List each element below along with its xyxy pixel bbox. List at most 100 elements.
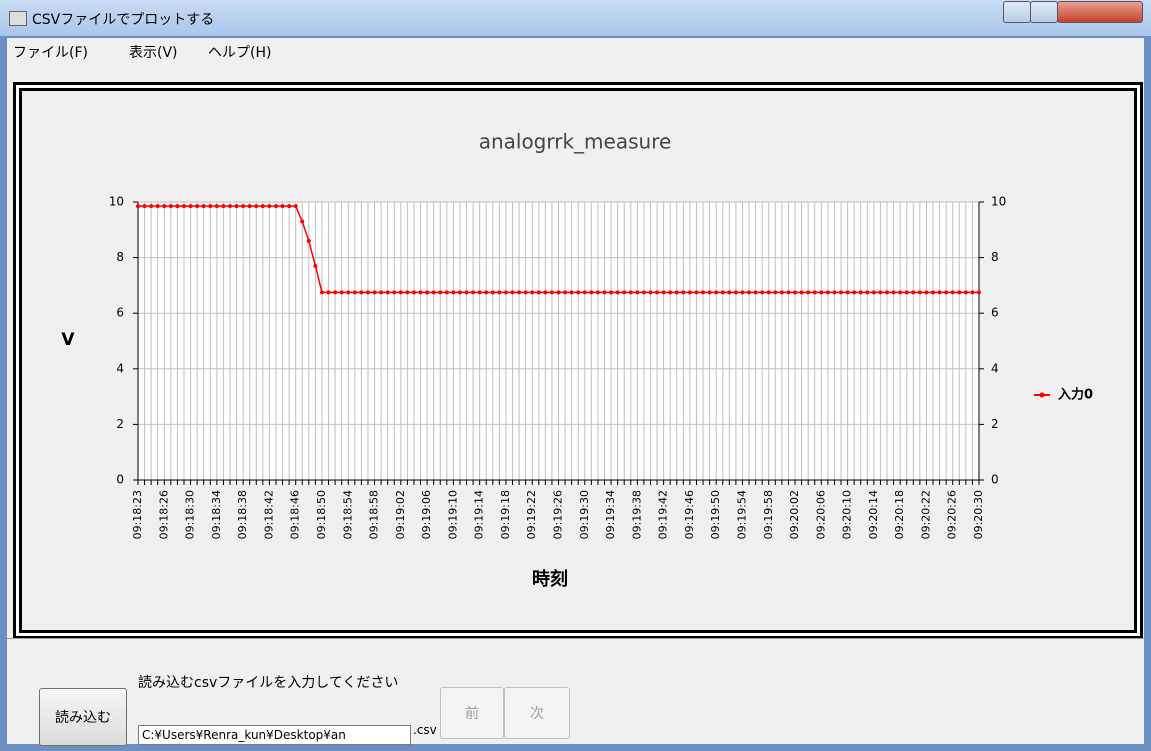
window-title: CSVファイルでプロットする [32,12,215,28]
data-point [418,290,423,295]
path-input[interactable]: C:¥Users¥Renra_kun¥Desktop¥an [138,725,411,745]
data-point [963,290,968,295]
data-point [280,204,285,209]
x-tick-label: 09:19:06 [420,490,433,539]
y2-tick-label: 8 [991,250,999,264]
data-point [273,204,278,209]
data-point [661,290,666,295]
data-point [339,290,344,295]
data-point [681,290,686,295]
load-button[interactable]: 読み込む [39,688,127,746]
data-point [365,290,370,295]
data-point [444,290,449,295]
data-point [398,290,403,295]
data-point [346,290,351,295]
title-bar: CSVファイルでプロットする [0,0,1151,36]
y-tick-label: 4 [116,361,124,375]
data-point [937,290,942,295]
data-point [201,204,206,209]
data-point [431,290,436,295]
x-tick-label: 09:20:22 [919,490,932,539]
x-tick-label: 09:20:26 [946,490,959,539]
x-tick-label: 09:18:34 [210,490,223,539]
data-point [306,238,311,243]
data-point [484,290,489,295]
data-point [648,290,653,295]
data-point [451,290,456,295]
x-tick-label: 09:20:18 [893,490,906,539]
data-point [411,290,416,295]
x-tick-label: 09:19:26 [552,490,565,539]
y-tick-label: 8 [116,250,124,264]
menu-item[interactable]: ファイル(F) [13,45,88,61]
x-tick-label: 09:20:10 [841,490,854,539]
x-tick-label: 09:19:10 [446,490,459,539]
data-point [615,290,620,295]
data-point [227,204,232,209]
data-point [957,290,962,295]
legend-marker [1039,392,1045,398]
data-point [517,290,522,295]
legend-label: 入力0 [1058,387,1093,403]
y-axis-label: V [61,330,75,350]
data-point [175,204,180,209]
data-point [595,290,600,295]
y2-tick-label: 0 [991,473,999,487]
prev-button[interactable]: 前 [440,687,504,739]
data-point [589,290,594,295]
y-tick-label: 0 [116,473,124,487]
data-point [214,204,219,209]
x-tick-label: 09:19:22 [525,490,538,539]
x-tick-label: 09:19:46 [683,490,696,539]
y-tick-label: 10 [109,195,124,209]
data-point [753,290,758,295]
x-tick-label: 09:20:02 [788,490,801,539]
data-point [352,290,357,295]
close-button[interactable] [1057,1,1143,23]
data-point [287,204,292,209]
data-point [799,290,804,295]
data-point [385,290,390,295]
data-point [655,290,660,295]
data-point [970,290,975,295]
x-tick-label: 09:18:30 [184,490,197,539]
data-point [379,290,384,295]
x-tick-label: 09:19:50 [709,490,722,539]
menu-item[interactable]: 表示(V) [129,45,178,61]
chart-title: analogrrk_measure [479,130,672,154]
data-point [425,290,430,295]
data-point [950,290,955,295]
data-point [720,290,725,295]
data-point [858,290,863,295]
data-point [254,204,259,209]
data-point [503,290,508,295]
x-tick-label: 09:19:58 [762,490,775,539]
x-tick-label: 09:20:14 [867,490,880,539]
data-point [845,290,850,295]
data-point [871,290,876,295]
data-point [168,204,173,209]
data-point [668,290,673,295]
data-point [241,204,246,209]
next-button[interactable]: 次 [504,687,570,739]
data-point [195,204,200,209]
x-tick-label: 09:19:14 [473,490,486,539]
data-point [898,290,903,295]
x-tick-label: 09:18:50 [315,490,328,539]
data-point [687,290,692,295]
data-point [760,290,765,295]
data-point [931,290,936,295]
data-point [267,204,272,209]
x-tick-label: 09:18:46 [289,490,302,539]
control-panel: 読み込む 読み込むcsvファイルを入力してください C:¥Users¥Renra… [7,638,1144,746]
x-tick-label: 09:19:42 [657,490,670,539]
menu-item[interactable]: ヘルプ(H) [208,45,272,61]
data-point [924,290,929,295]
data-point [326,290,331,295]
x-tick-label: 09:18:38 [236,490,249,539]
x-tick-label: 09:20:06 [814,490,827,539]
data-point [530,290,535,295]
x-tick-label: 09:19:18 [499,490,512,539]
data-point [471,290,476,295]
